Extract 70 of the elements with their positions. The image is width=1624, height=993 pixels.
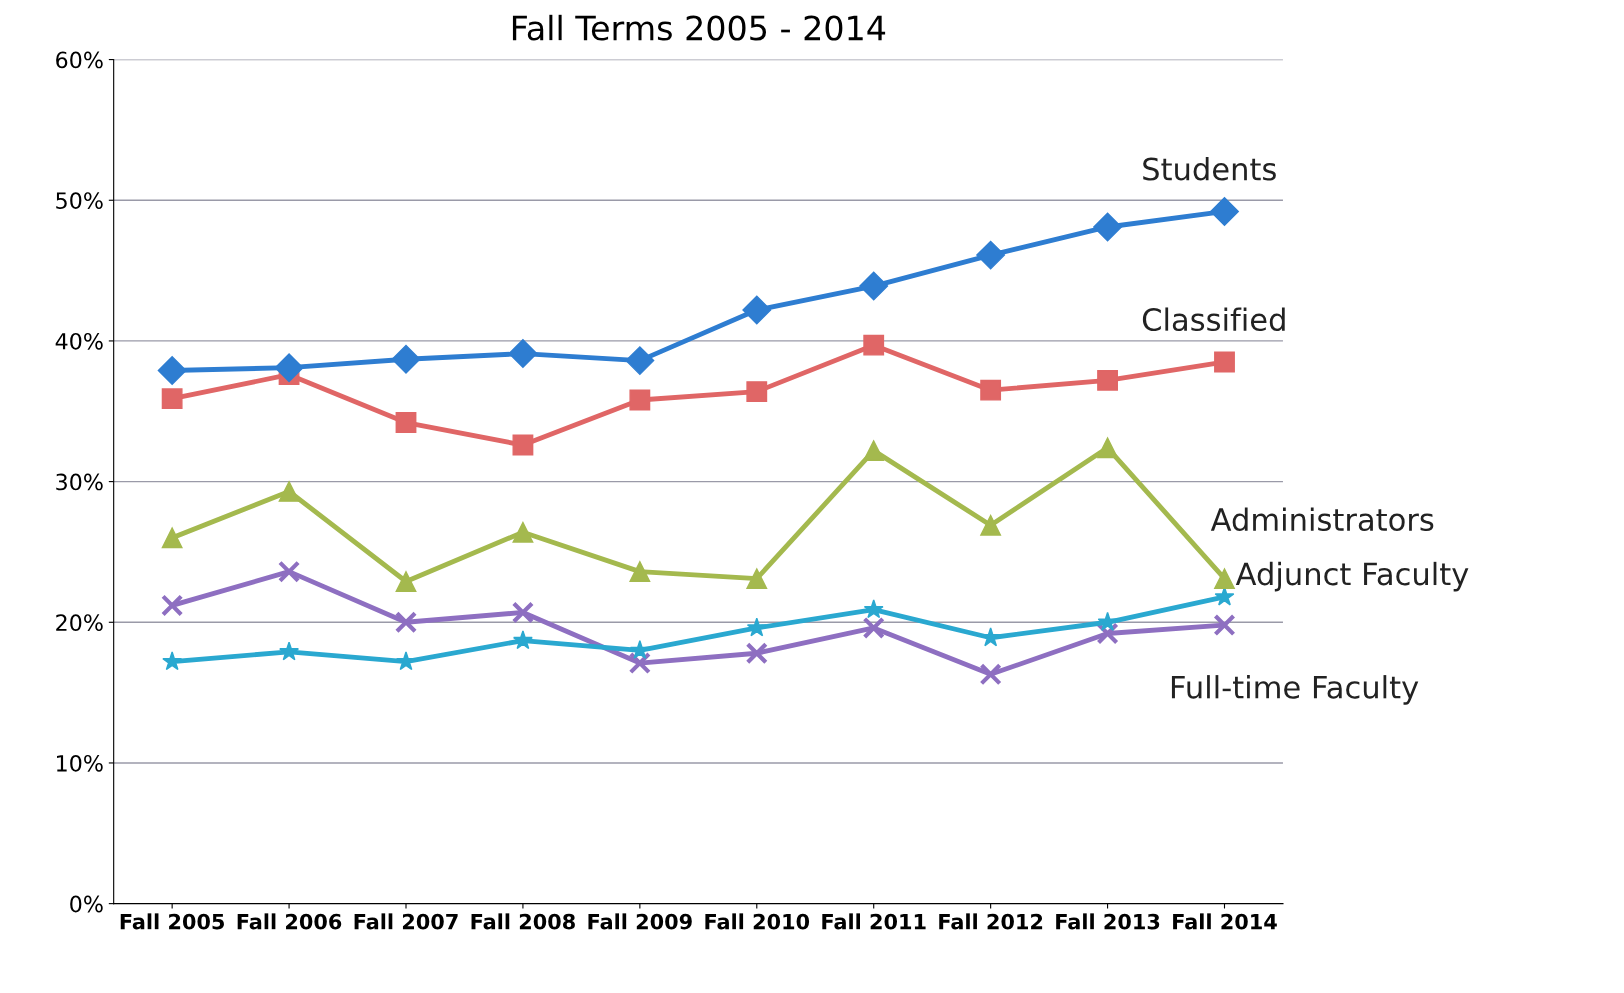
point xyxy=(508,339,538,369)
point xyxy=(980,514,1002,536)
point xyxy=(629,389,651,411)
point xyxy=(1097,369,1118,391)
y-tick-label: 30% xyxy=(56,473,103,491)
point xyxy=(1213,613,1236,637)
point xyxy=(746,381,768,402)
point xyxy=(628,651,651,675)
point xyxy=(512,521,534,543)
y-tick-label: 20% xyxy=(56,614,103,632)
point xyxy=(512,630,533,650)
y-tick-label: 60% xyxy=(56,51,103,69)
x-tick-label: Fall 2010 xyxy=(705,913,810,930)
point xyxy=(161,594,184,617)
y-tick-label: 10% xyxy=(57,754,103,772)
x-tick-label: Fall 2005 xyxy=(120,913,224,930)
series-label: Classified xyxy=(1142,307,1285,332)
point xyxy=(512,434,534,456)
point xyxy=(976,240,1006,270)
point xyxy=(1097,437,1118,459)
y-tick-label: 50% xyxy=(56,192,103,210)
point xyxy=(395,412,417,433)
point xyxy=(746,617,767,637)
point xyxy=(396,651,416,671)
point xyxy=(395,571,417,592)
series-label: Administrators xyxy=(1210,507,1434,532)
point xyxy=(157,356,187,385)
x-tick-label: Fall 2014 xyxy=(1173,913,1277,930)
x-tick-label: Fall 2011 xyxy=(822,913,926,930)
point xyxy=(279,641,300,661)
point xyxy=(1214,351,1235,373)
point xyxy=(980,379,1002,401)
y-tick-label: 40% xyxy=(55,332,103,350)
point xyxy=(1210,197,1239,226)
point xyxy=(745,642,768,665)
point xyxy=(391,344,421,374)
point xyxy=(1214,568,1235,590)
series-label: Students xyxy=(1143,156,1276,181)
point xyxy=(863,440,885,462)
point xyxy=(863,599,884,619)
series-label: Full-time Faculty xyxy=(1171,675,1419,705)
x-tick-label: Fall 2006 xyxy=(237,913,342,930)
point xyxy=(979,663,1002,686)
point xyxy=(162,651,183,671)
point xyxy=(742,295,772,325)
point xyxy=(629,561,651,583)
point xyxy=(625,346,655,376)
point xyxy=(161,388,183,410)
point xyxy=(511,601,535,624)
point xyxy=(746,568,768,590)
point xyxy=(1097,611,1118,631)
point xyxy=(394,611,418,634)
point xyxy=(862,616,885,640)
y-tick-label: 0% xyxy=(70,895,103,913)
series-label: Adjunct Faculty xyxy=(1235,561,1469,592)
x-tick-label: Fall 2012 xyxy=(939,913,1043,930)
point xyxy=(161,527,183,549)
point xyxy=(629,639,650,659)
x-tick-label: Fall 2013 xyxy=(1056,913,1160,930)
chart-title: Fall Terms 2005 - 2014 xyxy=(512,14,886,41)
point xyxy=(859,271,889,301)
point xyxy=(278,481,300,502)
x-tick-label: Fall 2009 xyxy=(588,913,692,930)
point xyxy=(863,334,885,356)
point xyxy=(277,560,301,583)
point xyxy=(1214,586,1235,606)
point xyxy=(1093,212,1123,242)
x-tick-label: Fall 2008 xyxy=(471,913,575,930)
x-tick-label: Fall 2007 xyxy=(354,913,458,930)
point xyxy=(274,353,304,383)
